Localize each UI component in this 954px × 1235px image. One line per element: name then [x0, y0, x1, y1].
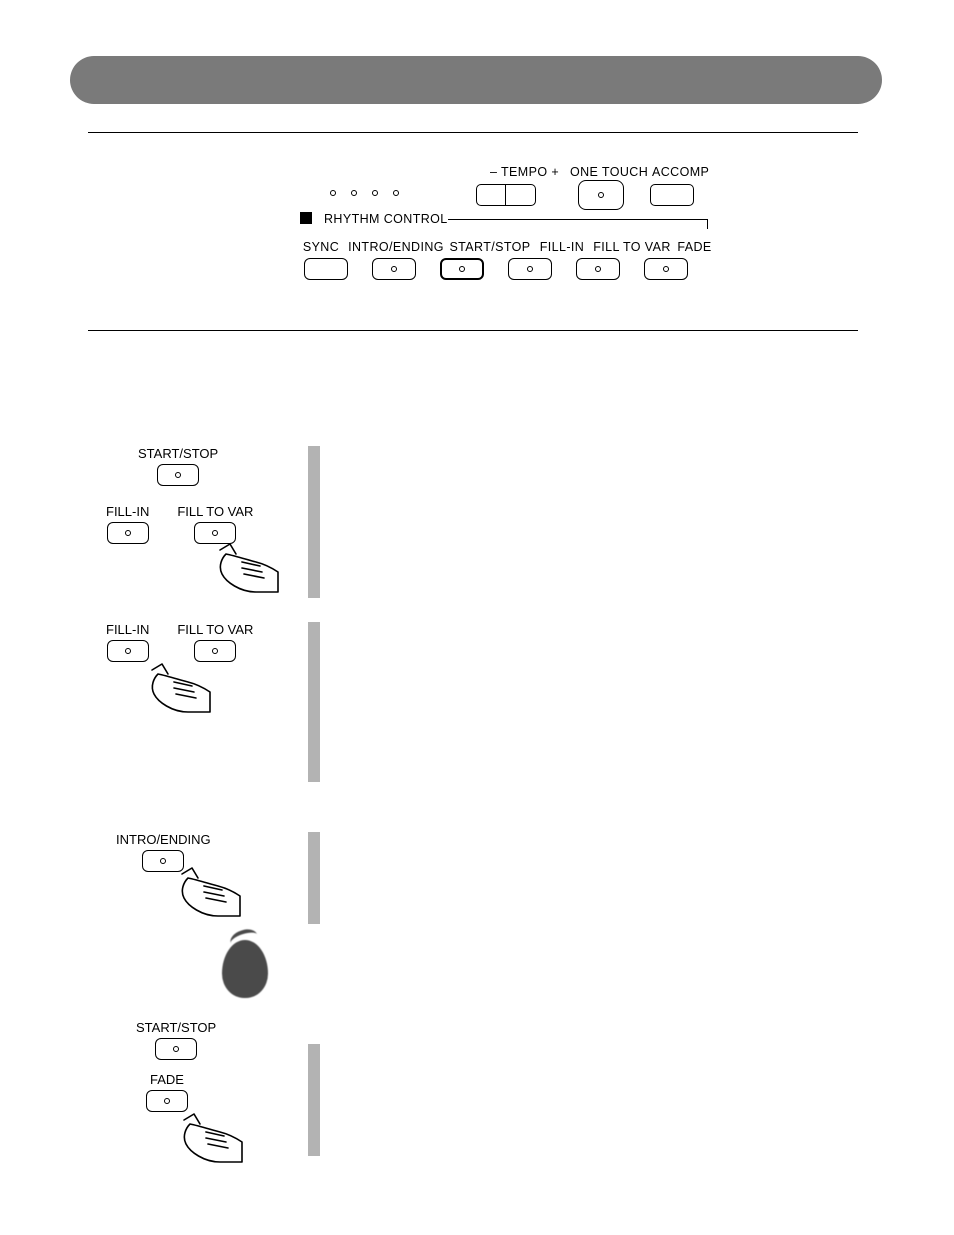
fill-to-var-label: FILL TO VAR — [177, 504, 253, 519]
fill-in-button[interactable] — [508, 258, 552, 280]
rhythm-section-marker-icon — [300, 212, 312, 224]
beat-dot — [393, 190, 399, 196]
tempo-label: – TEMPO + — [490, 165, 559, 179]
pointing-hand-icon — [144, 662, 214, 717]
tempo-buttons — [476, 184, 536, 206]
one-touch-button[interactable] — [578, 180, 624, 210]
start-stop-label: START/STOP — [448, 240, 532, 254]
fade-label: FADE — [672, 240, 717, 254]
fade-label: FADE — [150, 1072, 184, 1087]
rhythm-group-line-drop — [707, 219, 708, 229]
fill-to-var-button[interactable] — [194, 640, 236, 662]
vertical-accent-bar — [308, 832, 320, 924]
fill-in-label: FILL-IN — [106, 504, 149, 519]
intro-ending-label: INTRO/ENDING — [116, 832, 211, 847]
tempo-minus-button[interactable] — [476, 184, 506, 206]
divider-top — [88, 132, 858, 133]
beat-indicator-dots — [330, 190, 399, 196]
led-icon — [598, 192, 604, 198]
fill-to-var-button[interactable] — [576, 258, 620, 280]
sync-label: SYNC — [298, 240, 344, 254]
fade-button[interactable] — [644, 258, 688, 280]
kokopelli-figure-icon — [222, 940, 268, 998]
vertical-accent-bar — [308, 622, 320, 782]
pointing-hand-icon — [174, 866, 244, 921]
section-header-pill — [70, 56, 882, 104]
beat-dot — [351, 190, 357, 196]
fill-to-var-label: FILL TO VAR — [592, 240, 672, 254]
fill-in-button[interactable] — [107, 522, 149, 544]
one-touch-label: ONE TOUCH — [570, 165, 648, 179]
beat-dot — [372, 190, 378, 196]
rhythm-control-label: RHYTHM CONTROL — [324, 212, 448, 226]
fill-in-label: FILL-IN — [106, 622, 149, 637]
rhythm-group-line — [448, 219, 708, 220]
intro-ending-button[interactable] — [372, 258, 416, 280]
rhythm-row-labels: SYNC INTRO/ENDING START/STOP FILL-IN FIL… — [298, 240, 717, 254]
fill-in-label: FILL-IN — [532, 240, 592, 254]
fade-button[interactable] — [146, 1090, 188, 1112]
start-stop-button[interactable] — [157, 464, 199, 486]
pointing-hand-icon — [212, 542, 282, 597]
rhythm-row-buttons — [304, 258, 688, 280]
start-stop-button[interactable] — [155, 1038, 197, 1060]
vertical-accent-bar — [308, 1044, 320, 1156]
start-stop-label: START/STOP — [138, 446, 218, 461]
vertical-accent-bar — [308, 446, 320, 598]
accomp-label: ACCOMP — [652, 165, 709, 179]
fill-to-var-label: FILL TO VAR — [177, 622, 253, 637]
divider-bottom — [88, 330, 858, 331]
accomp-button[interactable] — [650, 184, 694, 206]
sync-button[interactable] — [304, 258, 348, 280]
start-stop-label: START/STOP — [136, 1020, 216, 1035]
beat-dot — [330, 190, 336, 196]
pointing-hand-icon — [176, 1112, 246, 1167]
fill-to-var-button[interactable] — [194, 522, 236, 544]
tempo-plus-button[interactable] — [506, 184, 536, 206]
start-stop-button[interactable] — [440, 258, 484, 280]
fill-in-button[interactable] — [107, 640, 149, 662]
intro-ending-label: INTRO/ENDING — [344, 240, 448, 254]
